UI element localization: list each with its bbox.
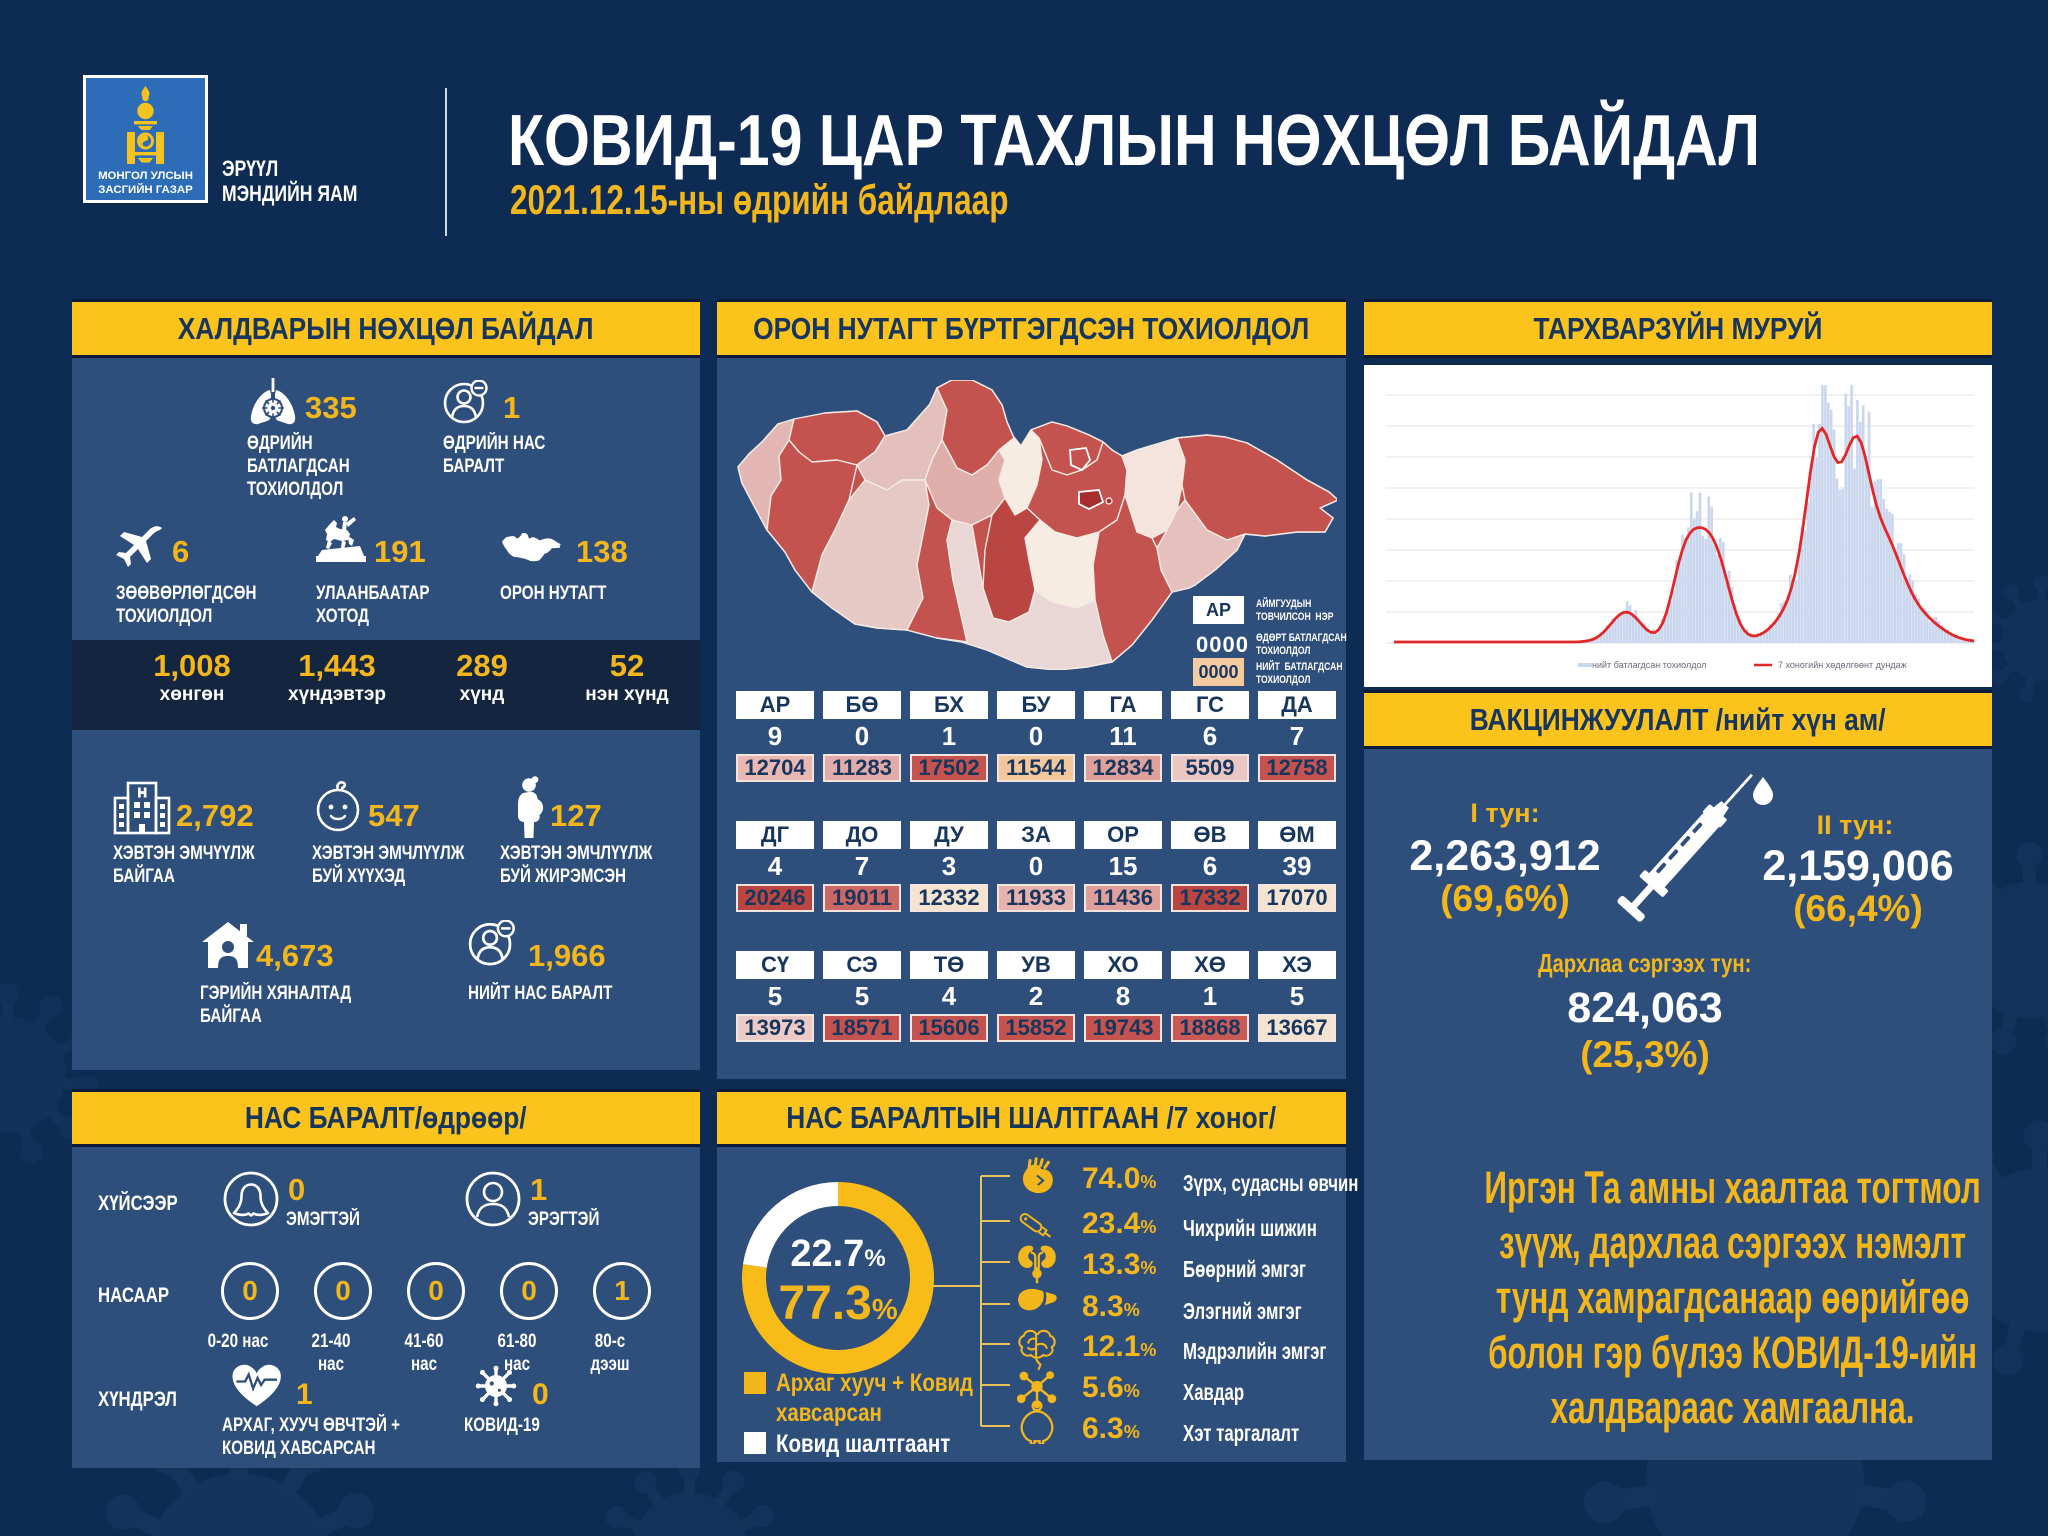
- svg-text:7 хоногийн хөдөлгөөнт дундаж: 7 хоногийн хөдөлгөөнт дундаж: [1778, 660, 1907, 670]
- svg-text:нийт батлагдсан тохиолдол: нийт батлагдсан тохиолдол: [1592, 660, 1707, 670]
- svg-text:ЗАСГИЙН ГАЗАР: ЗАСГИЙН ГАЗАР: [98, 183, 193, 196]
- svg-text:МОНГОЛ УЛСЫН: МОНГОЛ УЛСЫН: [98, 170, 193, 182]
